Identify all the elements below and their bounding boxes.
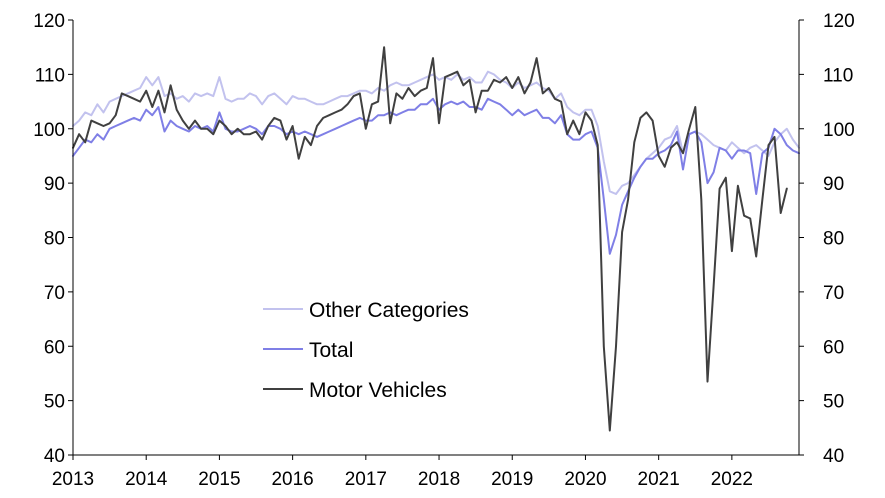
legend-label-1: Total xyxy=(309,339,353,362)
y-tick-label-right: 60 xyxy=(823,337,844,358)
y-tick-label-right: 90 xyxy=(823,174,844,195)
y-tick-label-left: 40 xyxy=(44,446,65,467)
x-tick-label: 2020 xyxy=(564,469,606,490)
y-tick-label-left: 70 xyxy=(44,283,65,304)
x-tick-label: 2013 xyxy=(52,469,94,490)
y-tick-label-left: 100 xyxy=(33,120,65,141)
y-tick-label-right: 40 xyxy=(823,446,844,467)
y-tick-label-left: 60 xyxy=(44,337,65,358)
y-tick-label-right: 80 xyxy=(823,229,844,250)
x-tick-label: 2018 xyxy=(418,469,460,490)
x-tick-label: 2019 xyxy=(491,469,533,490)
x-tick-label: 2021 xyxy=(638,469,680,490)
axes: 40 40 50 50 60 60 70 70 80 80 90 90 100 100 110 110 120 1… xyxy=(33,11,854,490)
series-line-2 xyxy=(72,46,788,432)
y-tick-label-right: 120 xyxy=(823,11,855,32)
legend: Other Categories Total Motor Vehicles xyxy=(263,299,469,402)
x-tick-label: 2015 xyxy=(198,469,240,490)
y-tick-label-right: 70 xyxy=(823,283,844,304)
y-tick-label-left: 120 xyxy=(33,11,65,32)
y-tick-label-left: 90 xyxy=(44,174,65,195)
y-tick-label-right: 110 xyxy=(823,65,853,86)
series-lines xyxy=(72,46,800,432)
x-tick-label: 2022 xyxy=(711,469,753,490)
series-line-1 xyxy=(72,97,800,255)
legend-label-0: Other Categories xyxy=(309,299,469,322)
x-tick-label: 2017 xyxy=(345,469,387,490)
y-tick-label-left: 80 xyxy=(44,229,65,250)
y-tick-label-left: 110 xyxy=(35,65,65,86)
y-tick-label-right: 100 xyxy=(823,120,855,141)
x-tick-label: 2016 xyxy=(271,469,313,490)
y-tick-label-left: 50 xyxy=(44,392,65,413)
legend-label-2: Motor Vehicles xyxy=(309,379,447,402)
x-tick-label: 2014 xyxy=(125,469,168,490)
series-line-0 xyxy=(72,70,800,195)
y-tick-label-right: 50 xyxy=(823,392,844,413)
